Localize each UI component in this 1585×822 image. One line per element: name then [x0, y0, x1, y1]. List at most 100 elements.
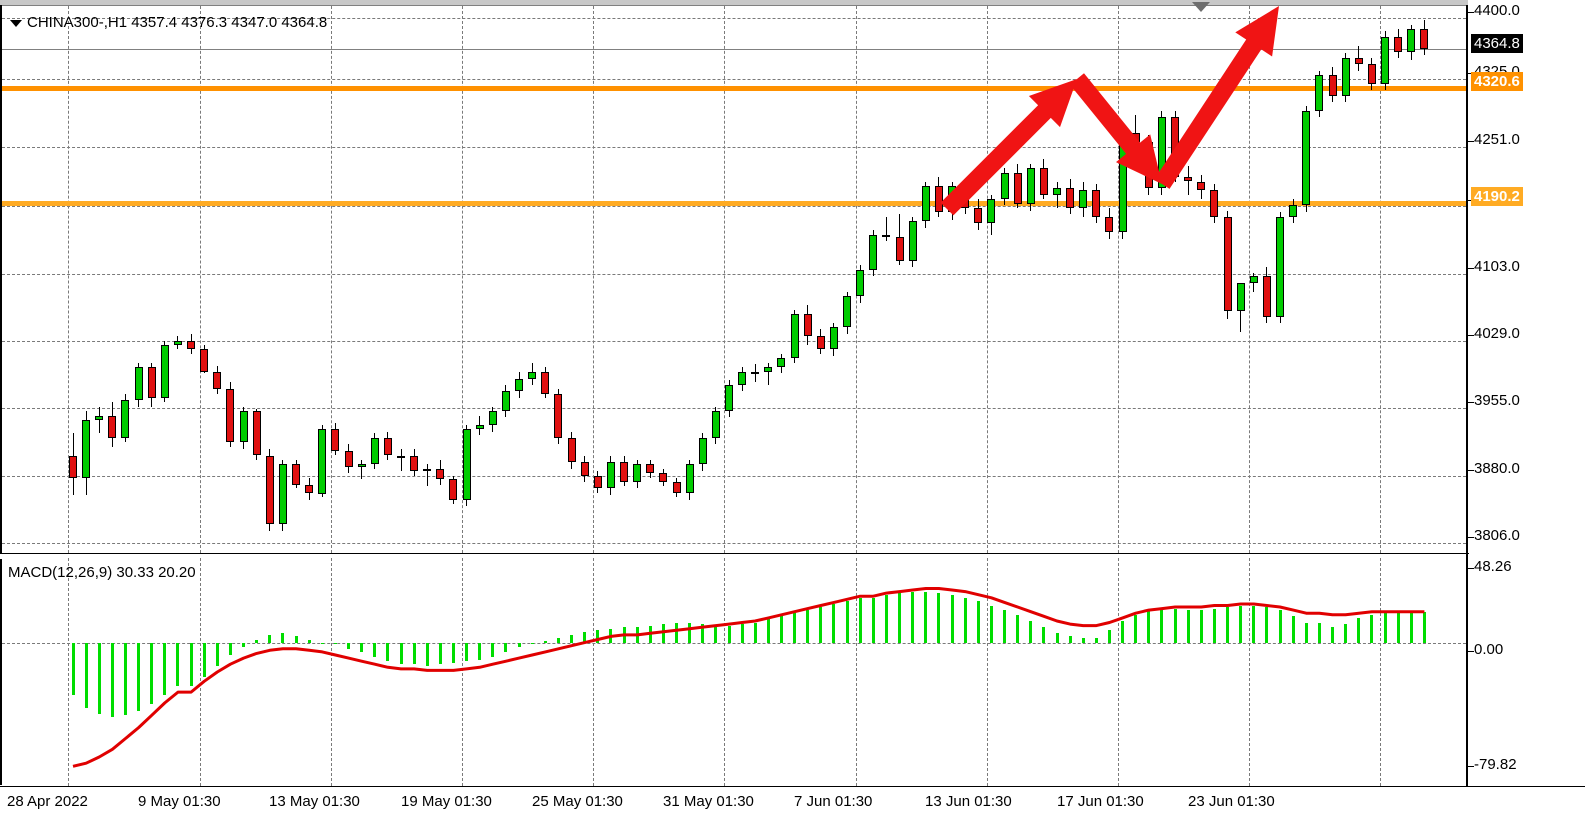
macd-axis[interactable]: 48.26 0.00 -79.82 [1468, 558, 1585, 786]
candle-body [751, 371, 759, 374]
macd-histogram-bar [544, 641, 547, 643]
macd-histogram-bar [1147, 610, 1150, 643]
candle-body [581, 461, 589, 476]
axis-tick-mark [1468, 568, 1474, 569]
macd-histogram-bar [111, 642, 114, 717]
macd-histogram-bar [557, 637, 560, 643]
window-left-border [0, 5, 2, 785]
candle-body [791, 314, 799, 359]
macd-histogram-bar [229, 642, 232, 655]
macd-histogram-bar [373, 642, 376, 657]
macd-histogram-bar [478, 642, 481, 660]
macd-histogram-bar [964, 597, 967, 643]
macd-histogram-bar [1187, 610, 1190, 643]
price-hgridline [2, 408, 1466, 409]
macd-histogram-bar [977, 600, 980, 643]
candle-body [1381, 37, 1389, 85]
macd-vgridline [724, 558, 725, 786]
candle-body [1250, 276, 1258, 284]
candle-body [1001, 172, 1009, 200]
price-hgridline [2, 206, 1466, 207]
candle-wick [1057, 181, 1058, 208]
price-vgridline [987, 6, 988, 553]
macd-histogram-bar [124, 642, 127, 716]
axis-tick-mark [1468, 537, 1474, 538]
candle-body [1263, 276, 1271, 317]
macd-vgridline [987, 558, 988, 786]
candle-body [121, 399, 129, 438]
candle-body [987, 199, 995, 224]
macd-histogram-bar [1226, 607, 1229, 643]
candle-body [1027, 168, 1035, 204]
macd-histogram-bar [596, 630, 599, 643]
axis-tick-mark [1468, 268, 1474, 269]
macd-histogram-bar [675, 622, 678, 643]
price-axis-tick: 3955.0 [1474, 392, 1520, 409]
candle-body [331, 428, 339, 452]
macd-histogram-bar [1331, 627, 1334, 643]
macd-histogram-bar [98, 642, 101, 714]
candle-body [148, 367, 156, 399]
candle-body [882, 234, 890, 238]
level-line-4190.2[interactable] [2, 201, 1466, 207]
triangle-down-icon[interactable] [10, 19, 22, 27]
price-chart-title-text: CHINA300-,H1 4357.4 4376.3 4347.0 4364.8 [27, 14, 328, 31]
candle-body [1420, 28, 1428, 49]
macd-histogram-bar [491, 642, 494, 657]
candle-body [673, 482, 681, 494]
time-axis-label: 31 May 01:30 [663, 793, 754, 810]
macd-histogram-bar [1305, 622, 1308, 643]
candle-body [738, 371, 746, 385]
level-price-label[interactable]: 4320.6 [1471, 72, 1523, 92]
macd-histogram-bar [636, 627, 639, 643]
candle-body [633, 464, 641, 482]
candle-body [1407, 28, 1415, 52]
macd-vgridline [1118, 558, 1119, 786]
macd-histogram-bar [163, 642, 166, 696]
candle-body [594, 475, 602, 489]
macd-histogram-bar [1174, 608, 1177, 643]
axis-tick-mark [1468, 766, 1474, 767]
macd-histogram-bar [583, 631, 586, 643]
axis-tick-mark [1468, 402, 1474, 403]
candle-body [764, 367, 772, 372]
candle-body [161, 345, 169, 399]
macd-vgridline [331, 558, 332, 786]
macd-histogram-bar [386, 642, 389, 662]
axis-divider [1466, 5, 1468, 786]
candle-body [607, 461, 615, 489]
macd-histogram-bar [1318, 622, 1321, 643]
candle-body [869, 234, 877, 270]
macd-vgridline [1380, 558, 1381, 786]
macd-histogram-bar [413, 642, 416, 665]
price-axis[interactable]: 4400.04325.04251.04177.04103.04029.03955… [1468, 0, 1585, 553]
time-axis[interactable]: 28 Apr 2022 9 May 01:30 13 May 01:30 19 May… [0, 787, 1585, 822]
candle-body [948, 185, 956, 213]
macd-chart-pane[interactable]: MACD(12,26,9) 30.33 20.20 [2, 558, 1466, 786]
macd-histogram-bar [360, 642, 363, 652]
candle-body [974, 208, 982, 224]
level-price-label[interactable]: 4190.2 [1471, 187, 1523, 207]
price-vgridline [1118, 6, 1119, 553]
macd-vgridline [462, 558, 463, 786]
candle-body [1053, 187, 1061, 195]
candle-body [1014, 172, 1022, 204]
candle-body [423, 468, 431, 471]
macd-histogram-bar [846, 600, 849, 643]
price-chart-pane[interactable]: CHINA300-,H1 4357.4 4376.3 4347.0 4364.8 [2, 6, 1466, 553]
macd-histogram-bar [1370, 614, 1373, 643]
macd-histogram-bar [1200, 610, 1203, 643]
macd-histogram-bar [1397, 611, 1400, 643]
chart-top-marker-icon [1192, 2, 1210, 12]
axis-tick-mark [1468, 12, 1474, 13]
macd-histogram-bar [439, 642, 442, 665]
current-price-line [2, 49, 1466, 51]
macd-histogram-bar [242, 642, 245, 648]
price-axis-tick: 3806.0 [1474, 527, 1520, 544]
level-line-4320.6[interactable] [2, 86, 1466, 92]
macd-histogram-bar [137, 642, 140, 711]
macd-histogram-bar [1042, 627, 1045, 643]
candle-body [135, 367, 143, 400]
candle-body [1237, 283, 1245, 312]
